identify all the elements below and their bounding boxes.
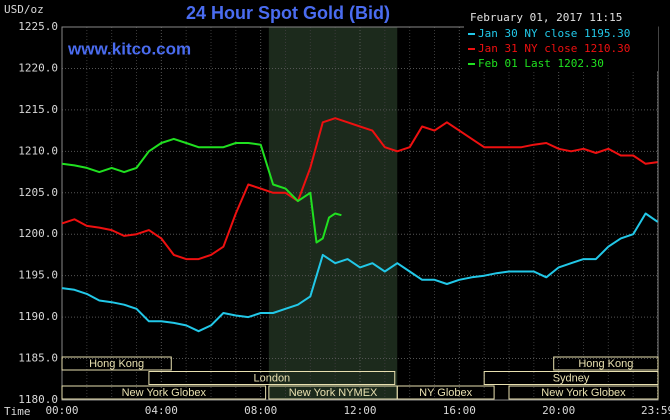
x-tick-label: 23:59 [641, 404, 670, 417]
session-label: Hong Kong [89, 358, 144, 370]
session-label: Sydney [553, 372, 590, 384]
y-tick-label: 1190.0 [18, 310, 58, 323]
y-tick-label: 1215.0 [18, 103, 58, 116]
legend-label: Feb 01 Last 1202.30 [478, 57, 604, 70]
highlight-region [268, 27, 398, 400]
session-box [396, 385, 495, 400]
price-line [61, 212, 659, 333]
plot-frame [61, 26, 659, 401]
x-tick-label: 08:00 [244, 404, 277, 417]
x-tick-label: 12:00 [343, 404, 376, 417]
session-box [553, 356, 659, 371]
y-tick-label: 1195.0 [18, 269, 58, 282]
session-box [483, 371, 659, 385]
x-tick-label: 16:00 [443, 404, 476, 417]
legend-label: Jan 30 NY close 1195.30 [478, 27, 630, 40]
chart-title: 24 Hour Spot Gold (Bid) [186, 3, 390, 23]
session-box [61, 356, 172, 371]
session-label: NY Globex [419, 387, 472, 399]
x-tick-label: 00:00 [45, 404, 78, 417]
price-line [61, 137, 342, 244]
x-axis-label: Time [4, 405, 31, 418]
y-tick-label: 1210.0 [18, 144, 58, 157]
site-url: www.kitco.com [67, 39, 191, 58]
session-label: London [253, 372, 290, 384]
x-tick-label: 20:00 [542, 404, 575, 417]
timestamp: February 01, 2017 11:15 [470, 11, 622, 24]
session-label: New York Globex [541, 387, 626, 399]
session-box [61, 385, 267, 400]
session-box [508, 385, 659, 400]
x-tick-label: 04:00 [145, 404, 178, 417]
legend-label: Jan 31 NY close 1210.30 [478, 42, 630, 55]
session-label: Hong Kong [578, 358, 633, 370]
y-tick-label: 1220.0 [18, 61, 58, 74]
y-tick-label: 1200.0 [18, 227, 58, 240]
y-tick-label: 1185.0 [18, 352, 58, 365]
session-label: New York Globex [122, 387, 207, 399]
session-label: New York NYMEX [289, 387, 378, 399]
y-tick-label: 1180.0 [18, 393, 58, 406]
legend-box [464, 25, 658, 71]
y-tick-label: 1205.0 [18, 186, 58, 199]
y-tick-label: 1225.0 [18, 20, 58, 33]
session-box [148, 371, 396, 385]
y-axis-label: USD/oz [4, 3, 44, 16]
price-line [61, 117, 658, 261]
legend: Jan 30 NY close 1195.30 Jan 31 NY close 1… [464, 25, 658, 71]
